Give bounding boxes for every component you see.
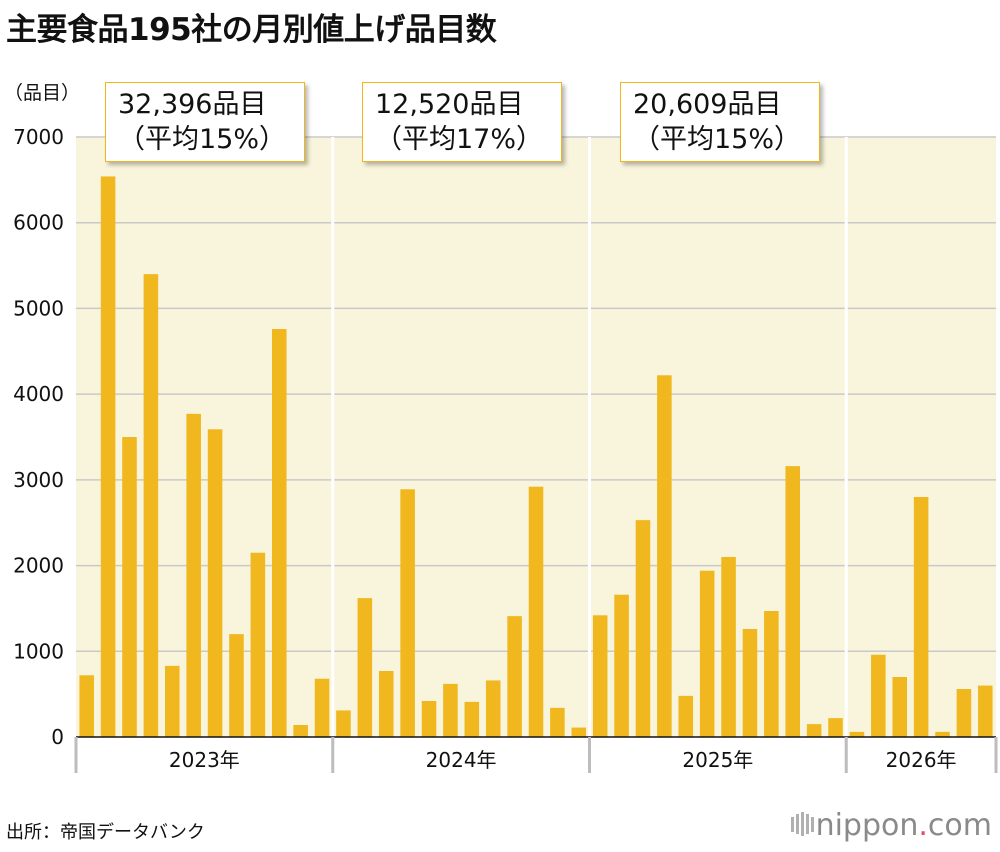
- bar: [849, 731, 865, 737]
- callout-2024-average: （平均17%）: [375, 124, 544, 155]
- bar: [207, 429, 223, 737]
- callout-2023-total: 32,396品目 （平均15%）: [105, 82, 305, 162]
- bar: [871, 654, 886, 737]
- bar: [293, 725, 308, 737]
- bar: [378, 671, 394, 737]
- y-tick-label: 6000: [13, 211, 64, 235]
- bar: [122, 437, 137, 737]
- bar: [742, 629, 758, 737]
- x-year-label: 2025年: [682, 748, 753, 772]
- bar: [592, 615, 608, 737]
- logo-dot: .: [918, 808, 928, 843]
- logo-bars-icon: [790, 812, 814, 836]
- bar: [400, 489, 415, 737]
- bar: [528, 486, 544, 737]
- bar: [699, 570, 715, 737]
- y-tick-label: 0: [51, 725, 64, 749]
- y-tick-label: 4000: [13, 382, 64, 406]
- bar: [764, 611, 779, 737]
- nippon-com-logo[interactable]: nippon.com: [790, 808, 992, 843]
- bar: [443, 683, 458, 737]
- callout-2025-total: 20,609品目 （平均15%）: [620, 82, 820, 162]
- bar: [229, 634, 244, 737]
- y-axis-unit-label: （品目）: [4, 82, 81, 104]
- callout-2025-average: （平均15%）: [633, 124, 802, 155]
- x-year-label: 2026年: [886, 748, 957, 772]
- bar: [614, 594, 629, 737]
- bar: [314, 678, 330, 737]
- bar: [507, 616, 522, 737]
- y-tick-label: 3000: [13, 468, 64, 492]
- bar: [657, 375, 672, 737]
- logo-text: nippon: [815, 808, 919, 843]
- callout-2024-count: 12,520品目: [375, 89, 524, 120]
- bar: [336, 710, 351, 737]
- bar: [271, 329, 287, 737]
- bar: [250, 552, 266, 737]
- callout-2023-count: 32,396品目: [118, 89, 267, 120]
- bar: [357, 598, 373, 737]
- bar: [464, 701, 480, 737]
- callout-2025-count: 20,609品目: [633, 89, 782, 120]
- bar: [935, 731, 950, 737]
- bar: [165, 665, 180, 737]
- source-note: 出所：帝国データバンク: [6, 822, 205, 843]
- y-tick-label: 7000: [13, 125, 64, 149]
- callout-2023-average: （平均15%）: [118, 124, 287, 155]
- chart-title: 主要食品195社の月別値上げ品目数: [6, 12, 497, 48]
- x-year-label: 2023年: [169, 748, 240, 772]
- bar: [635, 520, 651, 737]
- bar: [721, 557, 736, 737]
- bar: [828, 718, 843, 737]
- bar: [143, 274, 159, 737]
- logo-suffix: com: [927, 808, 992, 843]
- bar: [186, 413, 201, 737]
- x-year-label: 2024年: [426, 748, 497, 772]
- bar: [956, 689, 972, 737]
- bar: [550, 707, 565, 737]
- bar: [785, 466, 801, 737]
- callout-2024-total: 12,520品目 （平均17%）: [362, 82, 562, 162]
- bar: [485, 680, 501, 737]
- bar: [892, 677, 907, 737]
- bar: [421, 701, 437, 737]
- bar: [678, 695, 694, 737]
- bar: [806, 724, 822, 737]
- bar: [100, 176, 116, 737]
- y-tick-label: 5000: [13, 296, 64, 320]
- y-tick-label: 1000: [13, 639, 64, 663]
- y-tick-label: 2000: [13, 554, 64, 578]
- bar: [571, 727, 587, 737]
- bar: [913, 497, 929, 737]
- bar: [79, 675, 94, 737]
- bar: [978, 685, 993, 737]
